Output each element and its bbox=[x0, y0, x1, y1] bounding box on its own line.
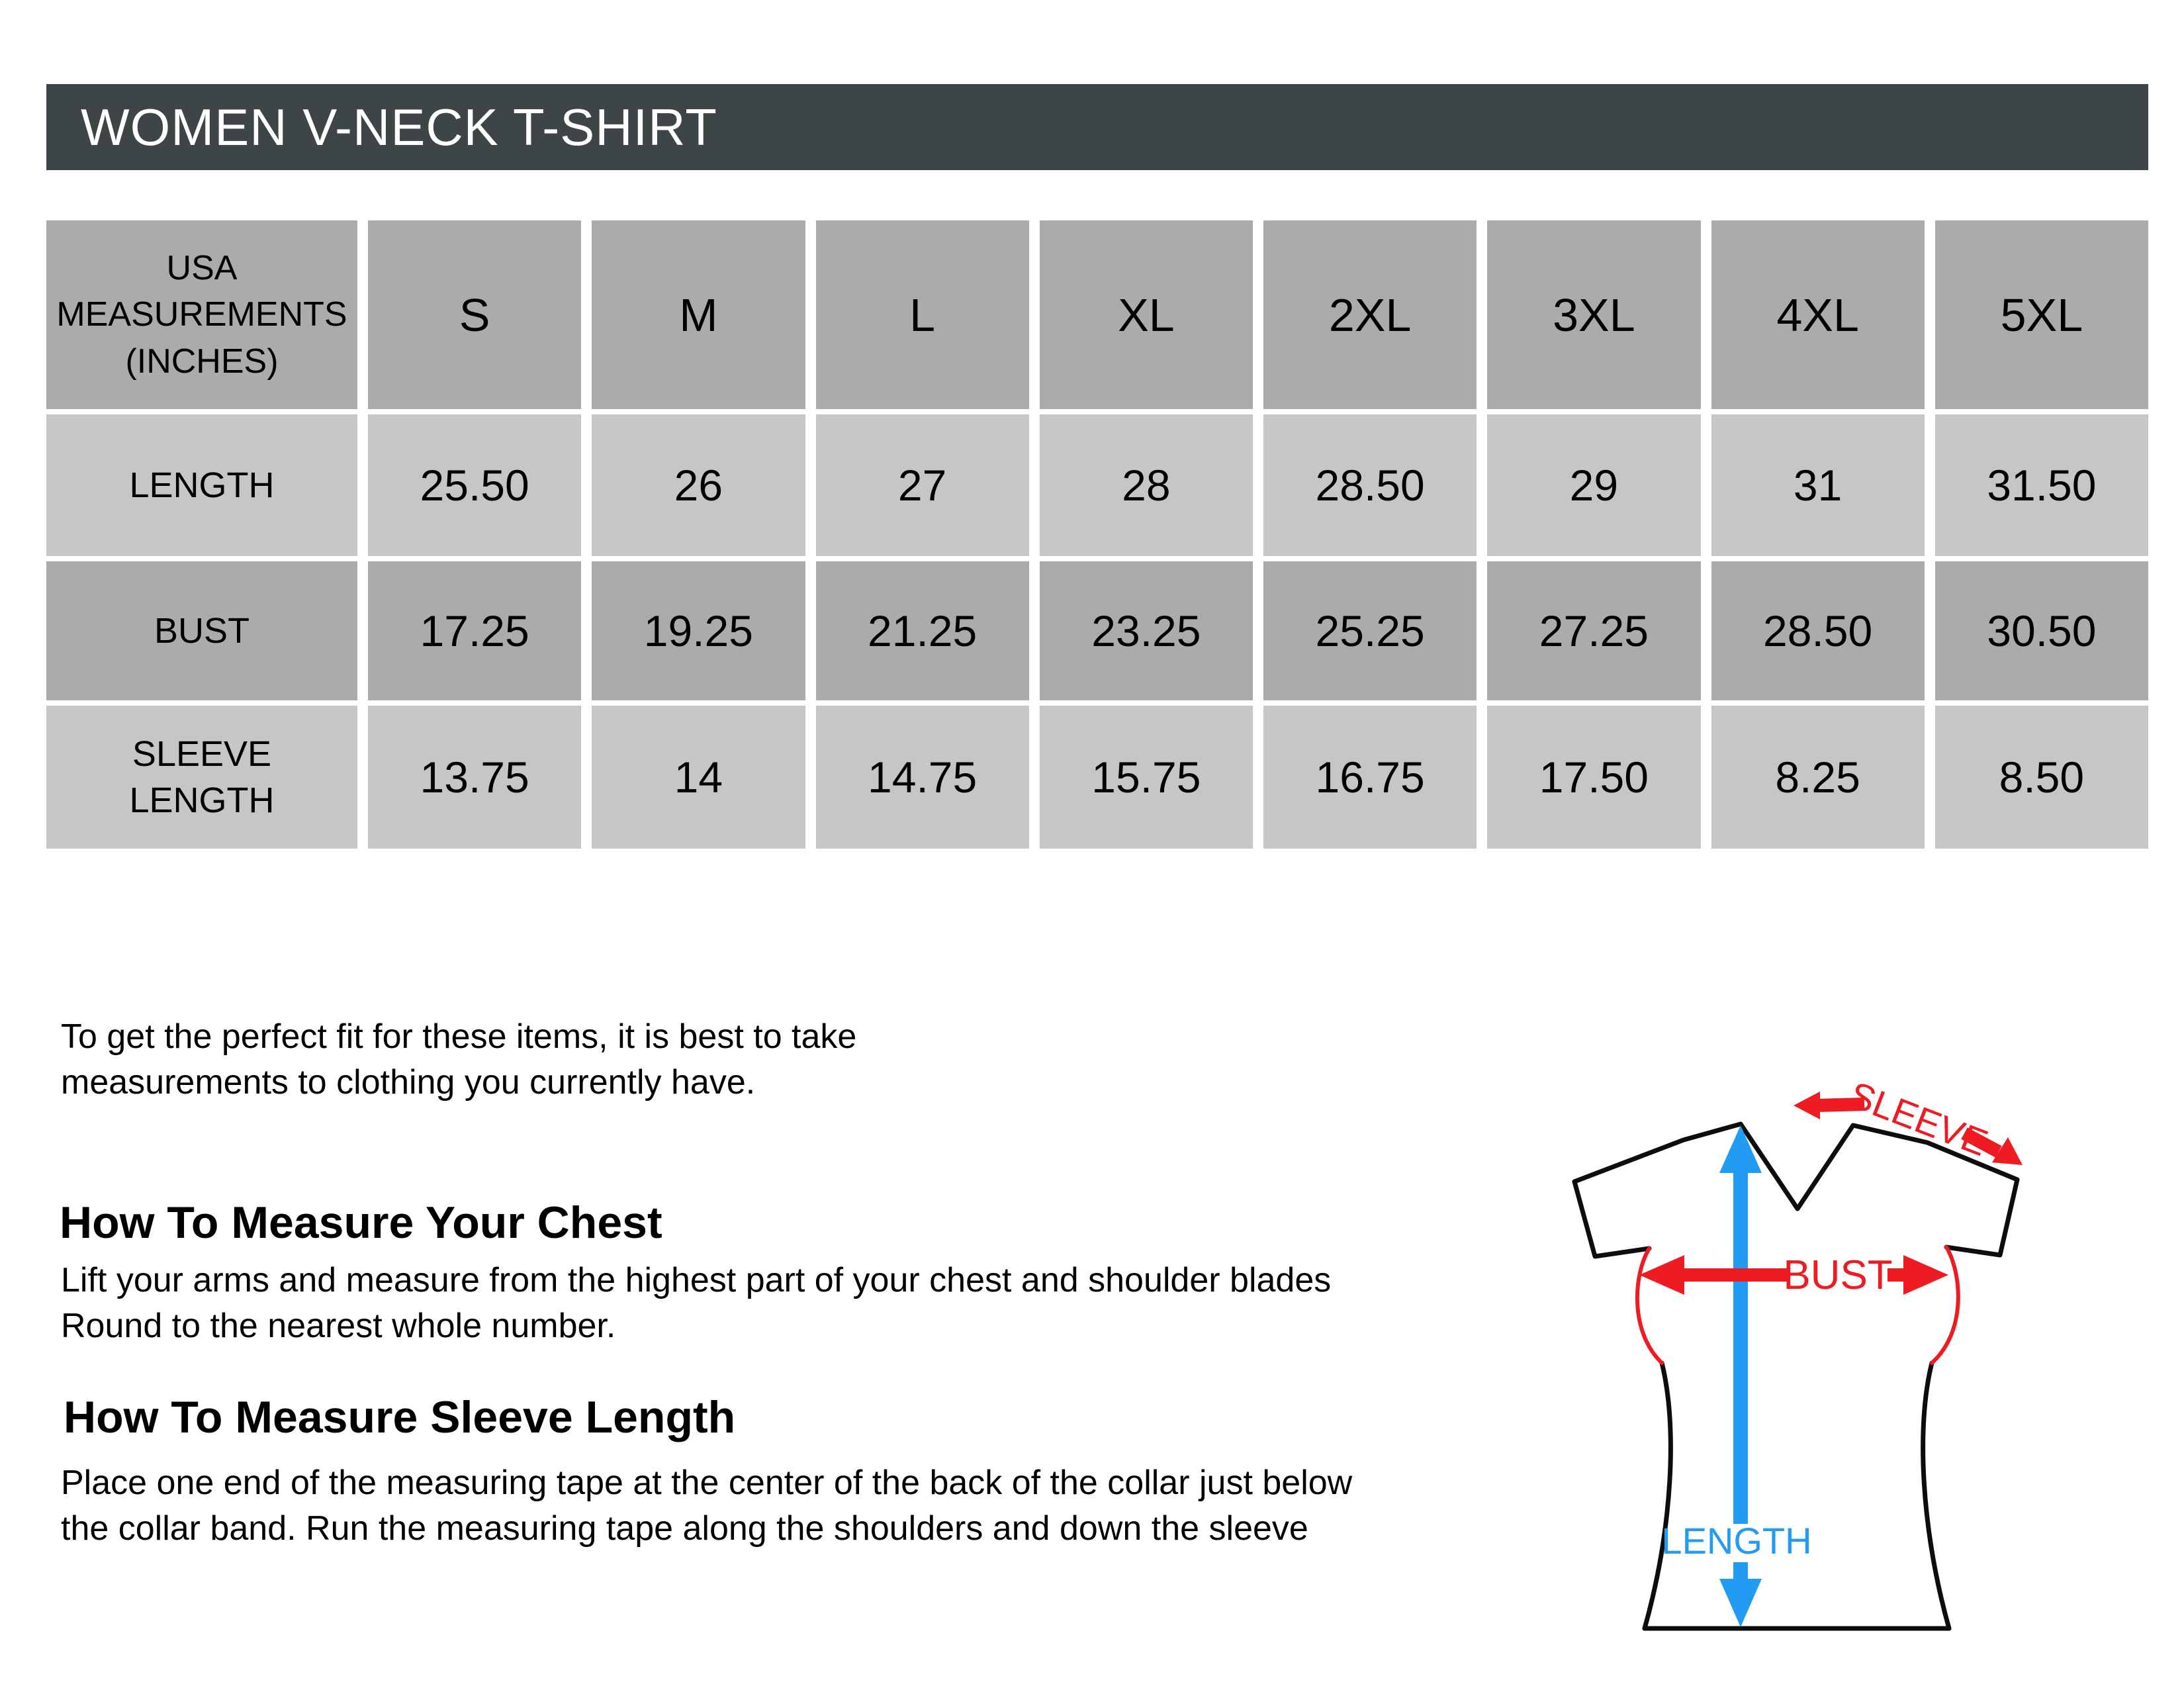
length-arrow: LENGTH bbox=[1661, 1125, 1812, 1627]
sleeve-label: SLEEVE bbox=[1844, 1073, 1993, 1164]
bust-label: BUST bbox=[1783, 1252, 1892, 1298]
header-cell-5xl: 5XL bbox=[1934, 220, 2148, 409]
underarm-curves bbox=[1635, 1245, 1960, 1365]
title-bar: WOMEN V-NECK T-SHIRT bbox=[46, 84, 2148, 170]
value-cell: 28.50 bbox=[1263, 414, 1477, 556]
value-cell: 14.75 bbox=[815, 706, 1029, 849]
value-cell: 26 bbox=[592, 414, 805, 556]
tshirt-measurement-diagram: LENGTH BUST SLEEVE bbox=[1572, 1073, 2023, 1631]
header-cell-s: S bbox=[368, 220, 582, 409]
sleeve-arrow: SLEEVE bbox=[1794, 1073, 2023, 1165]
page-title: WOMEN V-NECK T-SHIRT bbox=[81, 97, 717, 156]
value-cell: 19.25 bbox=[592, 561, 805, 700]
value-cell: 27.25 bbox=[1487, 561, 1701, 700]
value-cell: 13.75 bbox=[368, 706, 582, 849]
row-label-length: LENGTH bbox=[46, 414, 357, 556]
heading-measure-sleeve: How To Measure Sleeve Length bbox=[64, 1392, 736, 1442]
value-cell: 8.25 bbox=[1711, 706, 1925, 849]
header-cell-l: L bbox=[815, 220, 1029, 409]
fit-note-text: To get the perfect fit for these items, … bbox=[61, 1017, 857, 1102]
value-cell: 23.25 bbox=[1039, 561, 1253, 700]
row-label-sleeve-length: SLEEVE LENGTH bbox=[46, 706, 357, 849]
value-cell: 16.75 bbox=[1263, 706, 1477, 849]
header-cell-3xl: 3XL bbox=[1487, 220, 1701, 409]
value-cell: 25.25 bbox=[1263, 561, 1477, 700]
value-cell: 17.50 bbox=[1487, 706, 1701, 849]
row-label-bust: BUST bbox=[46, 561, 357, 700]
value-cell: 28 bbox=[1039, 414, 1253, 556]
header-cell-4xl: 4XL bbox=[1711, 220, 1925, 409]
value-cell: 29 bbox=[1487, 414, 1701, 556]
value-cell: 15.75 bbox=[1039, 706, 1253, 849]
length-label: LENGTH bbox=[1661, 1520, 1811, 1562]
value-cell: 28.50 bbox=[1711, 561, 1925, 700]
value-cell: 25.50 bbox=[368, 414, 582, 556]
tshirt-outline bbox=[1572, 1121, 2020, 1631]
value-cell: 27 bbox=[815, 414, 1029, 556]
bust-arrow: BUST bbox=[1639, 1252, 1948, 1298]
header-cell-2xl: 2XL bbox=[1263, 220, 1477, 409]
value-cell: 17.25 bbox=[368, 561, 582, 700]
value-cell: 31.50 bbox=[1934, 414, 2148, 556]
size-table: USA MEASUREMENTS (INCHES) S M L XL 2XL 3… bbox=[46, 220, 2148, 849]
value-cell: 30.50 bbox=[1934, 561, 2148, 700]
heading-measure-chest: How To Measure Your Chest bbox=[60, 1197, 662, 1248]
value-cell: 14 bbox=[592, 706, 805, 849]
header-cell-usa-measurements: USA MEASUREMENTS (INCHES) bbox=[46, 220, 357, 409]
body-measure-chest: Lift your arms and measure from the high… bbox=[61, 1261, 1332, 1346]
header-cell-m: M bbox=[592, 220, 805, 409]
body-measure-sleeve: Place one end of the measuring tape at t… bbox=[61, 1464, 1353, 1548]
header-cell-xl: XL bbox=[1039, 220, 1253, 409]
value-cell: 21.25 bbox=[815, 561, 1029, 700]
value-cell: 31 bbox=[1711, 414, 1925, 556]
value-cell: 8.50 bbox=[1934, 706, 2148, 849]
